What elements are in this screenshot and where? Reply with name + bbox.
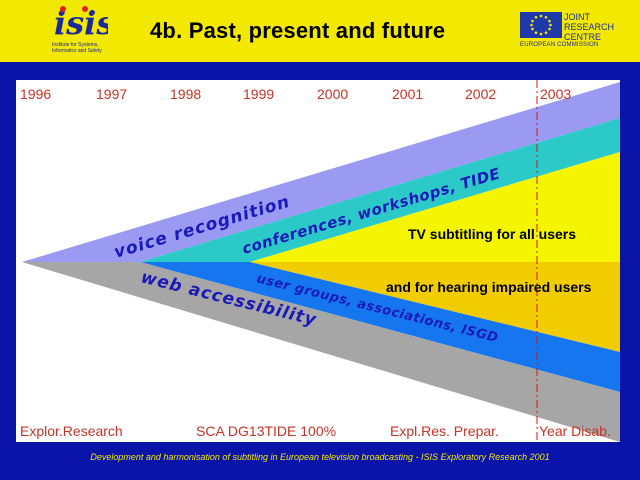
year-label: 2000 (317, 86, 349, 102)
phase-label: Expl.Res. Prepar. (390, 423, 499, 439)
year-label: 1997 (96, 86, 128, 102)
jrc-commission: EUROPEAN COMMISSION (520, 42, 599, 48)
year-label: 2002 (465, 86, 497, 102)
year-label: 1999 (243, 86, 275, 102)
hearing-impaired-label: and for hearing impaired users (386, 279, 592, 295)
year-label: 1998 (170, 86, 202, 102)
year-label: 2001 (392, 86, 424, 102)
eu-flag-icon (520, 12, 562, 38)
jrc-line-1: JOINT (564, 12, 590, 22)
jrc-name: JOINT RESEARCH CENTRE (564, 12, 614, 42)
web-accessibility-band (22, 262, 620, 442)
year-label: 1996 (20, 86, 52, 102)
isis-logo: isis Institute for Systems, Informatics … (52, 4, 114, 56)
isis-logo-mark: isis (54, 4, 114, 42)
header-bar: isis Institute for Systems, Informatics … (0, 0, 640, 62)
jrc-line-3: CENTRE (564, 32, 602, 42)
voice-recognition-band (22, 82, 620, 262)
page-title: 4b. Past, present and future (150, 18, 446, 43)
phase-label: SCA DG13TIDE 100% (196, 423, 337, 439)
conferences-band (140, 118, 620, 262)
tv-subtitling-band (250, 152, 620, 262)
jrc-line-2: RESEARCH (564, 22, 615, 32)
isis-tagline: Institute for Systems, Informatics and S… (52, 42, 102, 54)
footer-caption: Development and harmonisation of subtitl… (90, 452, 550, 462)
year-label: 2003 (540, 86, 572, 102)
phase-label: Explor.Research (20, 423, 123, 439)
tv-subtitling-label: TV subtitling for all users (408, 226, 577, 242)
jrc-logo: JOINT RESEARCH CENTRE EUROPEAN COMMISSIO… (520, 12, 630, 52)
phase-label: Year Disab. (539, 423, 611, 439)
